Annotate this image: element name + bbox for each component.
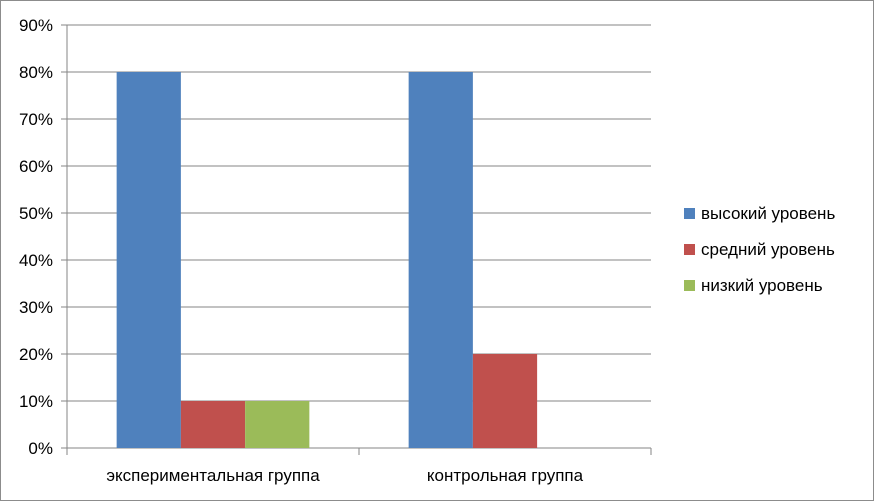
y-tick-label: 70% [19, 110, 53, 129]
x-tick-label: контрольная группа [427, 466, 584, 485]
legend: высокий уровень средний уровень низкий уро… [684, 204, 835, 295]
y-tick-labels: 0% 10% 20% 30% 40% 50% 60% 70% 80% 90% [19, 16, 53, 458]
y-tick-label: 40% [19, 251, 53, 270]
x-tick-labels: экспериментальная группа контрольная груп… [106, 466, 583, 485]
x-tick-label: экспериментальная группа [106, 466, 320, 485]
bar [116, 72, 181, 448]
bar [180, 401, 246, 448]
y-tick-label: 80% [19, 63, 53, 82]
y-tick-label: 90% [19, 16, 53, 35]
y-tick-label: 10% [19, 392, 53, 411]
legend-swatch [684, 208, 695, 219]
bars [116, 72, 538, 448]
bar [408, 72, 473, 448]
legend-swatch [684, 244, 695, 255]
bar [245, 401, 310, 448]
legend-label: средний уровень [701, 240, 835, 259]
legend-swatch [684, 280, 695, 291]
y-tick-label: 20% [19, 345, 53, 364]
bar [472, 354, 538, 448]
legend-label: низкий уровень [701, 276, 823, 295]
y-tick-label: 0% [28, 439, 53, 458]
y-tick-label: 50% [19, 204, 53, 223]
y-tick-label: 30% [19, 298, 53, 317]
legend-label: высокий уровень [701, 204, 835, 223]
y-tick-label: 60% [19, 157, 53, 176]
